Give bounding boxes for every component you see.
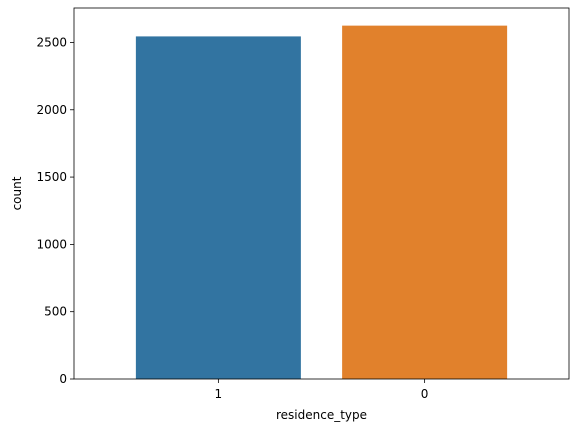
x-tick-label: 1: [215, 387, 223, 401]
y-tick-label: 2000: [36, 103, 67, 117]
y-tick-label: 1000: [36, 237, 67, 251]
y-tick-label: 2500: [36, 35, 67, 49]
y-axis-label: count: [10, 176, 24, 210]
x-axis-label: residence_type: [276, 408, 367, 422]
y-tick-label: 500: [44, 305, 67, 319]
y-axis-ticks: 0 500 1000 1500 2000 2500: [36, 35, 74, 386]
axes-frame: [73, 7, 570, 380]
y-tick-label: 0: [59, 372, 67, 386]
y-tick-label: 1500: [36, 170, 67, 184]
bar-0: [342, 25, 508, 380]
x-tick-label: 0: [421, 387, 429, 401]
bar-1: [135, 36, 301, 380]
bars-group: [135, 25, 508, 380]
